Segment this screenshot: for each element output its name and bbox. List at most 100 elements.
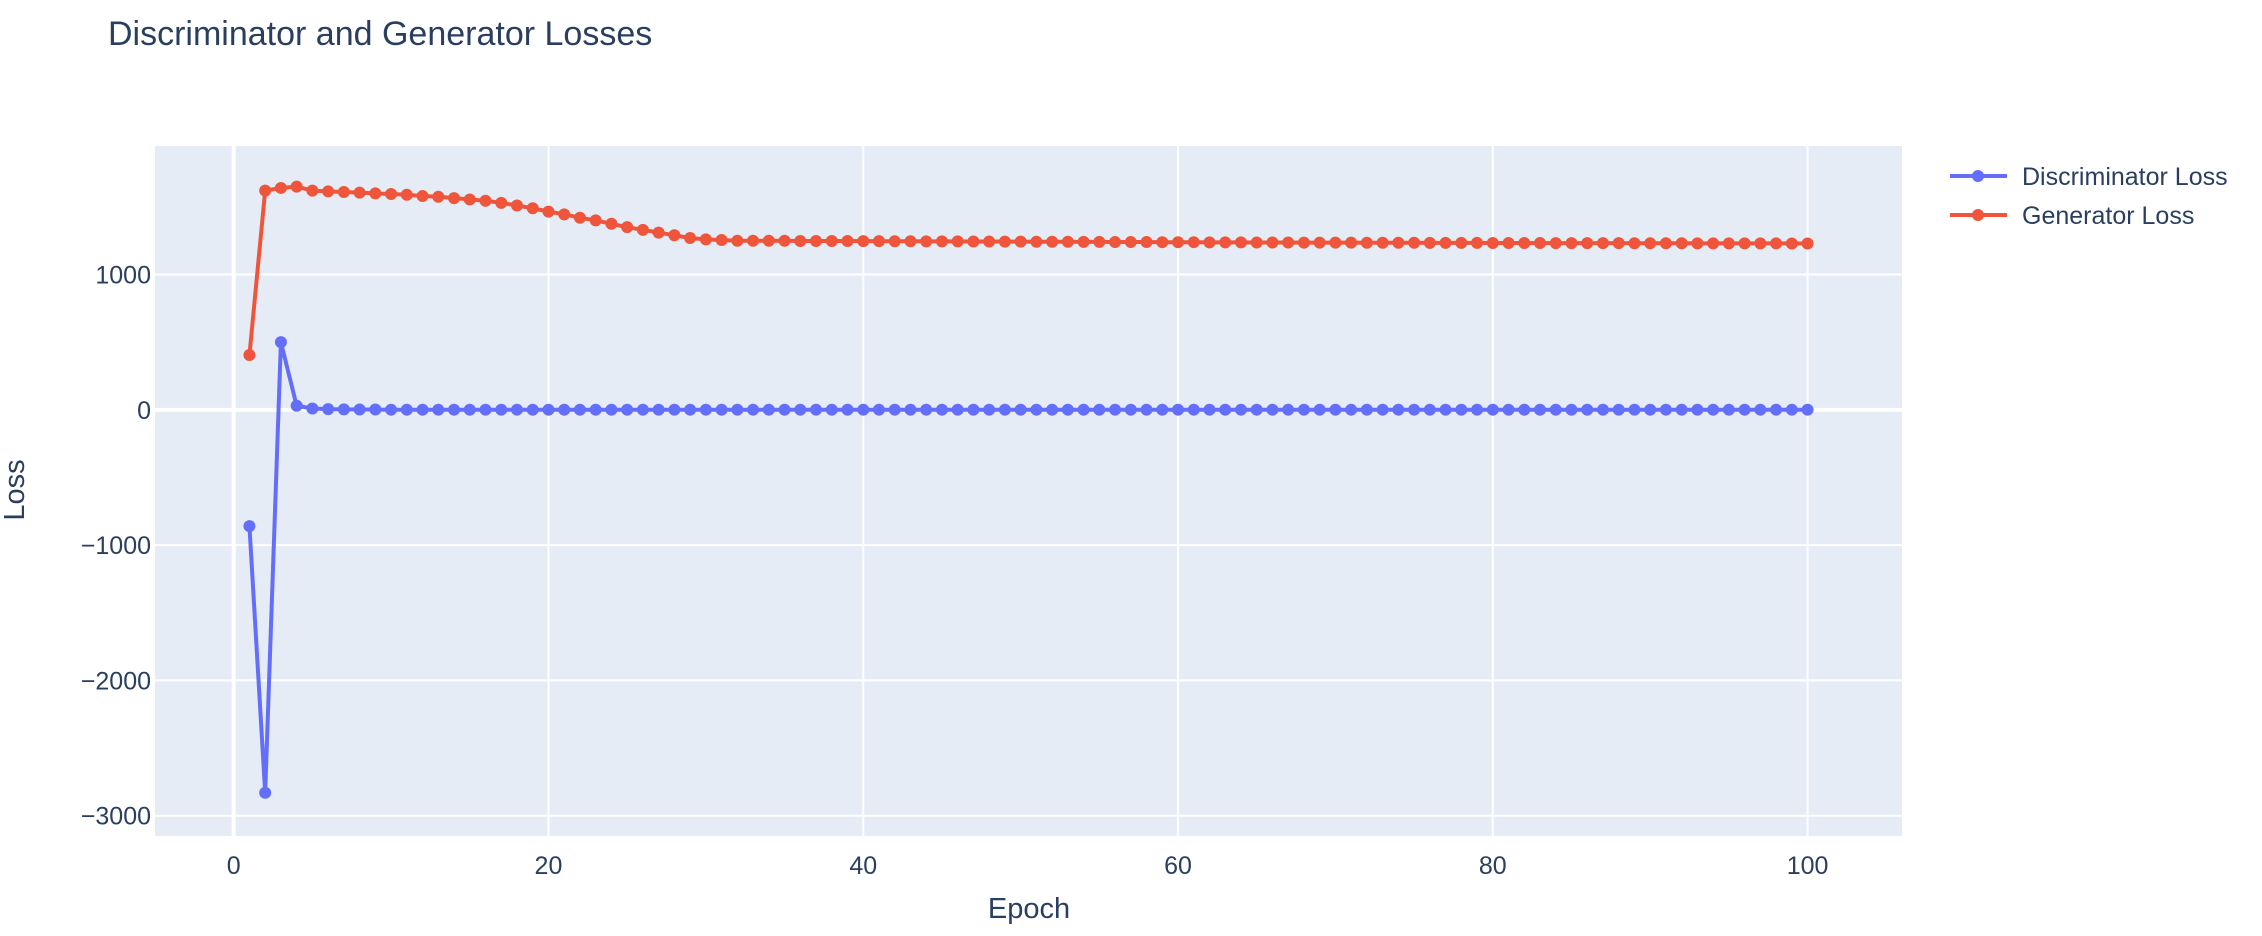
data-point [432,190,445,203]
data-point [353,403,366,416]
data-point [1030,403,1043,416]
data-point [337,186,350,198]
data-point [636,403,649,416]
data-point [1077,403,1090,416]
x-tick-label: 20 [535,852,563,880]
data-point [1707,237,1720,250]
x-tick-label: 100 [1787,852,1829,880]
data-point [400,188,413,201]
y-axis-title: Loss [0,459,31,520]
data-point [1754,237,1767,250]
data-point [652,226,665,239]
legend-item[interactable]: Discriminator Loss [1950,163,2228,191]
data-point [243,520,256,533]
data-point [1093,403,1106,416]
data-point [1471,236,1484,249]
data-point [731,234,744,247]
data-point [888,403,901,416]
data-point [731,403,744,416]
data-point [306,402,319,415]
data-point [810,234,823,247]
data-point [1675,237,1688,250]
data-point [983,235,996,248]
data-point [684,232,697,244]
data-point [369,403,382,416]
data-point [1565,403,1578,416]
series-layer [243,180,1814,799]
data-point [857,235,870,248]
series-line [247,184,1808,356]
data-point [259,184,272,197]
data-point [1392,236,1405,249]
data-point [448,192,461,205]
legend-label: Discriminator Loss [2022,163,2228,191]
data-point [1329,236,1342,249]
x-tick-label: 40 [849,852,877,880]
data-point [290,399,303,412]
data-point [510,403,523,416]
data-point [1219,236,1232,249]
data-point [1549,403,1562,416]
y-tick-label: −2000 [81,667,151,695]
data-point [1801,403,1814,416]
data-point [810,403,823,416]
data-point [778,234,791,247]
data-point [904,235,917,248]
data-point [1345,236,1358,249]
data-point [998,403,1011,416]
data-point [259,786,272,799]
data-point [1140,403,1153,416]
data-point [888,235,901,248]
data-point [306,184,319,197]
data-point [825,234,838,247]
data-point [322,185,335,198]
data-point [794,234,807,247]
data-point [1628,237,1641,250]
data-point [274,336,287,349]
series-line [247,340,1808,795]
data-point [1754,403,1767,416]
data-point [1234,403,1247,416]
tick-labels: 0 20 40 60 80 100 −3000 −2000 −1000 0 1000 [81,262,1829,880]
data-point [668,403,681,416]
data-point [935,403,948,416]
data-point [762,234,775,247]
data-point [1518,403,1531,416]
data-point [1596,403,1609,416]
data-point [621,221,634,234]
data-point [526,403,539,416]
data-point [967,403,980,416]
legend-marker [1972,209,1984,221]
legend-label: Generator Loss [2022,202,2194,230]
data-point [872,235,885,248]
data-point [857,403,870,416]
data-point [1502,237,1515,250]
data-point [542,403,555,416]
plot-area [155,146,1902,836]
data-point [935,235,948,248]
data-point [558,208,571,221]
data-point [1439,403,1452,416]
data-point [1250,236,1263,249]
data-point [1061,403,1074,416]
data-point [510,199,523,212]
data-point [1297,236,1310,249]
series-1 [243,180,1814,362]
data-point [573,403,586,416]
data-point [1282,236,1295,249]
data-point [1046,403,1059,416]
data-point [951,235,964,248]
data-point [699,233,712,246]
data-point [1250,403,1263,416]
data-point [1329,403,1342,416]
series-0 [243,336,1814,799]
data-point [558,403,571,416]
data-point [1282,403,1295,416]
data-point [448,403,461,416]
data-point [715,234,728,247]
data-point [1455,403,1468,416]
data-point [1534,237,1547,250]
legend[interactable]: Discriminator Loss Generator Loss [1950,163,2228,230]
legend-item[interactable]: Generator Loss [1950,202,2194,230]
data-point [825,403,838,416]
